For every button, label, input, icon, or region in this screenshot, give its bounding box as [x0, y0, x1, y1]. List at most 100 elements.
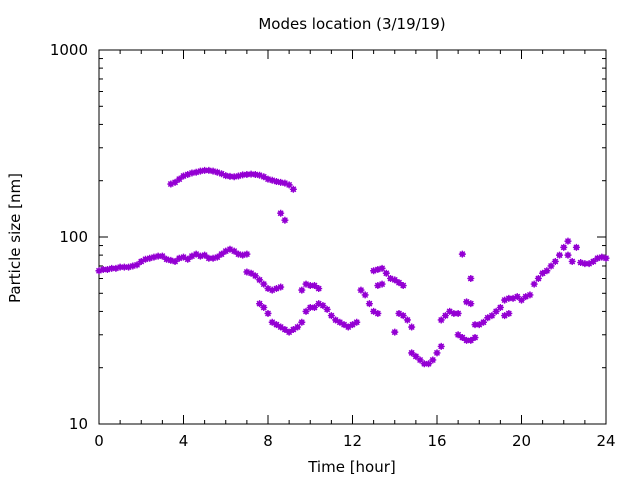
data-point — [281, 326, 289, 334]
data-point — [158, 252, 166, 260]
data-point — [306, 282, 314, 290]
data-point — [564, 251, 572, 259]
data-point — [340, 321, 348, 329]
data-point — [137, 257, 145, 265]
data-point — [501, 312, 509, 320]
data-point — [306, 303, 314, 311]
data-point — [298, 318, 306, 326]
data-point — [425, 360, 433, 368]
data-point — [370, 307, 378, 315]
data-point — [602, 254, 610, 262]
data-point — [446, 307, 454, 315]
data-point — [543, 267, 551, 275]
data-point — [239, 171, 247, 179]
data-point — [378, 264, 386, 272]
data-point — [467, 274, 475, 282]
data-point — [479, 318, 487, 326]
plot-axes: 0 4 8 12 16 20 24 10 100 1000 — [50, 41, 616, 450]
data-point — [272, 321, 280, 329]
data-point — [268, 318, 276, 326]
x-tick-label: 12 — [343, 432, 362, 450]
data-point — [458, 334, 466, 342]
data-point — [349, 321, 356, 329]
data-point — [251, 272, 259, 280]
data-point — [534, 274, 542, 282]
data-point — [399, 282, 407, 290]
data-point — [201, 251, 209, 259]
data-point — [289, 326, 297, 334]
data-point — [361, 291, 369, 299]
y-tick-label: 100 — [59, 228, 88, 246]
data-point — [277, 283, 285, 291]
data-point — [205, 254, 213, 262]
data-point — [315, 285, 323, 293]
data-point — [310, 303, 318, 311]
data-point — [289, 185, 297, 193]
data-point — [450, 309, 458, 317]
data-point — [327, 312, 335, 320]
data-point — [467, 300, 475, 308]
data-point — [180, 253, 187, 261]
data-point — [556, 251, 564, 259]
data-point — [441, 312, 449, 320]
x-tick-label: 20 — [512, 432, 531, 450]
data-point — [568, 257, 576, 265]
data-point — [475, 321, 483, 329]
data-point — [391, 328, 399, 336]
data-point — [403, 316, 411, 324]
data-point — [260, 303, 268, 311]
data-point — [108, 264, 116, 272]
data-point — [560, 243, 568, 251]
data-point — [408, 349, 416, 357]
data-point — [585, 260, 593, 268]
data-point — [281, 216, 289, 224]
data-point — [484, 314, 492, 322]
data-point — [391, 276, 399, 284]
data-point — [374, 309, 382, 317]
data-point — [277, 209, 285, 217]
x-tick-label: 4 — [179, 432, 189, 450]
data-point — [399, 312, 407, 320]
data-point — [310, 282, 318, 290]
x-axis-title: Time [hour] — [307, 458, 396, 476]
data-point — [247, 170, 255, 178]
data-point — [175, 175, 183, 183]
data-point — [429, 356, 437, 364]
data-point — [357, 286, 365, 294]
y-tick-label: 10 — [69, 415, 88, 433]
data-point — [218, 250, 226, 258]
data-point — [467, 336, 475, 344]
data-point — [395, 309, 403, 317]
data-point — [256, 300, 264, 308]
data-point — [572, 243, 580, 251]
data-point — [247, 269, 255, 277]
x-tick-label: 24 — [596, 432, 615, 450]
chart-title: Modes location (3/19/19) — [258, 15, 445, 33]
data-point — [243, 250, 251, 258]
data-point — [264, 309, 272, 317]
data-point — [539, 269, 547, 277]
data-point — [285, 181, 293, 189]
data-point — [526, 291, 534, 299]
data-point — [192, 250, 200, 258]
data-point — [336, 318, 344, 326]
data-point — [294, 323, 302, 331]
data-point — [530, 280, 538, 288]
data-point — [120, 263, 128, 271]
data-point — [298, 286, 306, 294]
data-point — [518, 296, 525, 304]
data-point — [188, 252, 196, 260]
data-point — [365, 300, 373, 308]
data-point — [154, 252, 162, 260]
data-point — [243, 170, 251, 178]
data-point — [433, 349, 441, 357]
data-point — [505, 309, 513, 317]
data-point — [332, 316, 340, 324]
data-point — [378, 280, 386, 288]
data-point — [116, 263, 124, 271]
data-point — [454, 331, 462, 339]
data-point — [564, 237, 572, 245]
data-point — [488, 312, 496, 320]
data-point — [408, 323, 416, 331]
data-point — [471, 334, 479, 342]
